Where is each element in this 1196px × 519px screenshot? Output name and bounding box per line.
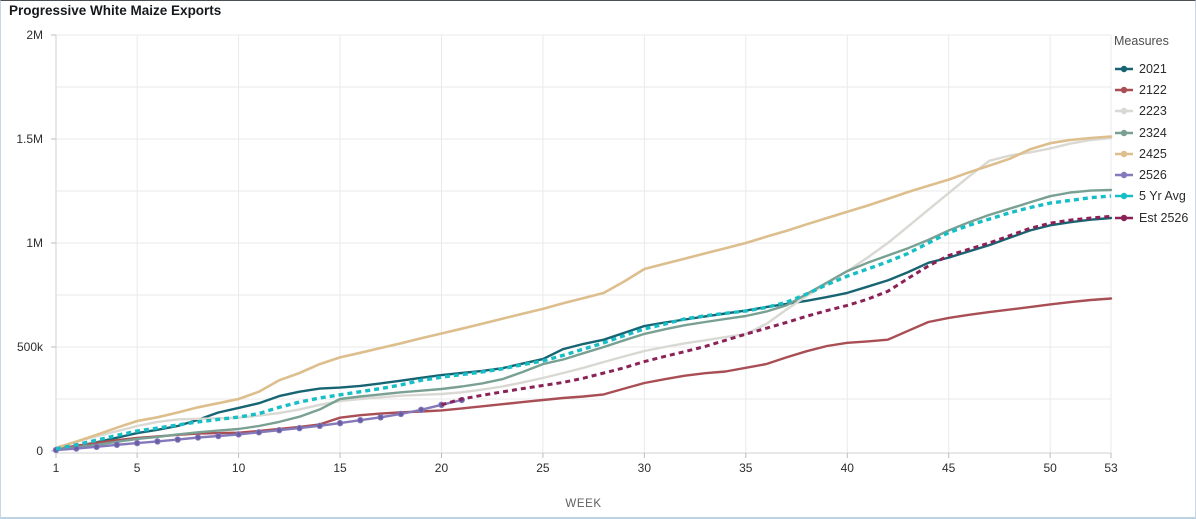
legend-marker-icon [1115, 108, 1133, 115]
legend-item-label: 5 Yr Avg [1139, 189, 1186, 204]
chart-title: Progressive White Maize Exports [9, 3, 222, 18]
x-axis-title: WEEK [565, 498, 602, 510]
legend-marker-icon [1115, 65, 1133, 72]
x-tick-label: 30 [638, 461, 652, 475]
x-tick-label: 20 [435, 461, 449, 475]
series-marker-2526[interactable] [174, 436, 181, 443]
legend-item-2526[interactable]: 2526 [1114, 164, 1194, 185]
x-tick-label: 1 [53, 461, 60, 475]
legend-item-2021[interactable]: 2021 [1114, 58, 1194, 79]
series-line-2425[interactable] [54, 135, 1113, 450]
series-marker-2526[interactable] [93, 443, 100, 451]
legend-item-label: 2223 [1139, 104, 1167, 119]
series-marker-2526[interactable] [113, 441, 121, 448]
x-tick-label: 5 [134, 461, 141, 475]
legend-marker-icon [1115, 193, 1133, 200]
legend-item-label: Est 2526 [1139, 210, 1189, 225]
legend-marker-icon [1115, 171, 1133, 179]
legend-item-2122[interactable]: 2122 [1114, 79, 1194, 100]
series-marker-2526[interactable] [215, 432, 222, 440]
legend-marker-icon [1115, 86, 1133, 94]
series-marker-2526[interactable] [377, 414, 384, 421]
y-tick-label: 1.5M [16, 132, 43, 146]
series-marker-2526[interactable] [235, 431, 242, 438]
legend-item-label: 2425 [1139, 146, 1167, 161]
legend-title: Measures [1114, 34, 1169, 48]
series-marker-2526[interactable] [336, 419, 344, 427]
series-marker-2526[interactable] [397, 410, 405, 418]
series-marker-2526[interactable] [255, 429, 263, 436]
legend-item-est-2526[interactable]: Est 2526 [1114, 207, 1194, 228]
legend-marker-icon [1115, 150, 1133, 158]
legend-item-label: 2526 [1139, 168, 1167, 183]
y-tick-label: 1M [26, 236, 43, 250]
legend-items: 2021 2122 2223 2324 2425 2526 5 Yr Avg Est 2526 [1114, 58, 1194, 228]
x-tick-label: 45 [942, 461, 956, 475]
series-marker-2526[interactable] [194, 434, 202, 441]
legend-item-5-yr-avg[interactable]: 5 Yr Avg [1114, 186, 1194, 207]
legend-item-label: 2324 [1139, 125, 1167, 140]
series-line-2223[interactable] [54, 136, 1113, 450]
series-marker-2526[interactable] [417, 406, 425, 414]
x-tick-label: 25 [536, 461, 550, 475]
legend-marker-icon [1115, 129, 1133, 136]
x-tick-label: 50 [1043, 461, 1057, 475]
y-tick-label: 500k [17, 340, 44, 354]
x-tick-label: 40 [841, 461, 855, 475]
series-line-5-yr-avg[interactable] [55, 194, 1112, 451]
legend-item-2425[interactable]: 2425 [1114, 143, 1194, 164]
series-line-2021[interactable] [54, 216, 1113, 451]
legend-item-2223[interactable]: 2223 [1114, 101, 1194, 122]
legend: Measures 2021 2122 2223 2324 2425 2526 5 Yr Av… [1114, 34, 1194, 228]
x-tick-label: 53 [1104, 461, 1118, 475]
series-marker-2526[interactable] [275, 427, 283, 434]
series-line-2122[interactable] [54, 297, 1113, 451]
series-marker-2526[interactable] [133, 439, 141, 447]
series-line-2324[interactable] [54, 188, 1113, 451]
x-tick-label: 10 [232, 461, 246, 475]
legend-marker-icon [1115, 214, 1133, 221]
series-marker-2526[interactable] [154, 438, 161, 445]
legend-item-label: 2122 [1139, 82, 1167, 97]
x-tick-label: 35 [739, 461, 753, 475]
legend-item-2324[interactable]: 2324 [1114, 122, 1194, 143]
legend-item-label: 2021 [1139, 61, 1167, 76]
x-tick-label: 15 [333, 461, 347, 475]
y-tick-label: 0 [36, 444, 43, 458]
series-marker-2526[interactable] [357, 417, 364, 424]
series-marker-2526[interactable] [316, 422, 323, 430]
y-tick-label: 2M [26, 28, 43, 42]
series-line-est-2526[interactable] [441, 214, 1112, 407]
series-marker-2526[interactable] [296, 424, 303, 432]
